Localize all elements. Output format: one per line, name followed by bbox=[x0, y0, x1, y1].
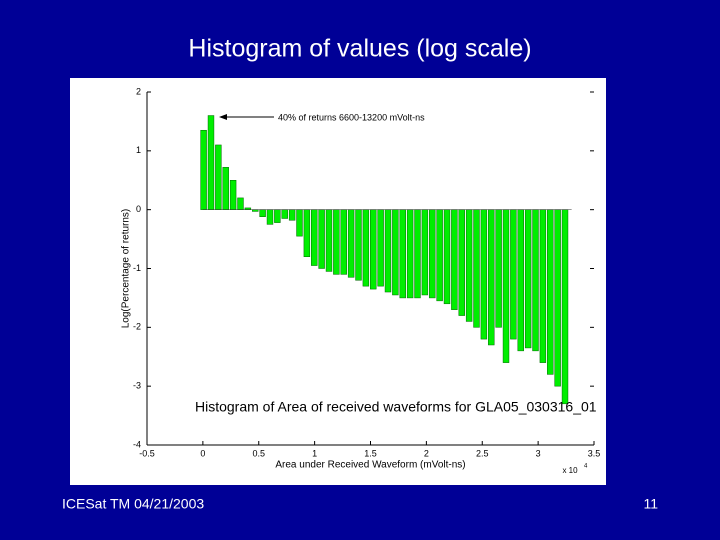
x-tick-label: 0 bbox=[200, 448, 205, 458]
bar bbox=[259, 209, 266, 217]
bar bbox=[406, 209, 414, 299]
annotation-arrowhead bbox=[219, 114, 227, 120]
bar bbox=[318, 209, 325, 269]
bar bbox=[421, 209, 429, 296]
bar bbox=[539, 209, 547, 363]
bar bbox=[229, 180, 237, 210]
x-tick-label: 1 bbox=[312, 448, 317, 458]
plot-panel bbox=[70, 78, 606, 485]
x-tick-label: 2 bbox=[424, 448, 429, 458]
slide-title: Histogram of values (log scale) bbox=[188, 35, 531, 63]
bar bbox=[488, 209, 495, 346]
y-tick-label: 1 bbox=[136, 145, 141, 155]
bar bbox=[554, 209, 561, 387]
bar bbox=[399, 209, 406, 299]
x-axis-label: Area under Received Waveform (mVolt-ns) bbox=[275, 460, 465, 471]
x-tick-label: 2.5 bbox=[476, 448, 489, 458]
bar bbox=[266, 209, 274, 225]
bar bbox=[392, 209, 399, 296]
bar bbox=[465, 209, 473, 322]
bar bbox=[340, 209, 347, 275]
bar bbox=[281, 209, 288, 219]
x-tick-label: 3 bbox=[536, 448, 541, 458]
bar bbox=[252, 209, 259, 212]
bar bbox=[288, 209, 296, 221]
y-tick-label: -3 bbox=[133, 381, 141, 391]
bar bbox=[443, 209, 451, 305]
bar bbox=[244, 207, 252, 210]
bar bbox=[222, 167, 229, 210]
page-number: 11 bbox=[643, 496, 658, 512]
bar bbox=[362, 209, 370, 287]
bar bbox=[532, 209, 539, 352]
bar bbox=[502, 209, 510, 363]
bar bbox=[311, 209, 318, 266]
y-tick-label: 2 bbox=[136, 86, 141, 96]
bar bbox=[296, 209, 303, 237]
bar bbox=[377, 209, 384, 287]
bar bbox=[547, 209, 554, 375]
x-tick-label: 1.5 bbox=[364, 448, 377, 458]
bar bbox=[495, 209, 502, 328]
bar bbox=[274, 209, 281, 223]
bar bbox=[207, 115, 215, 210]
bar bbox=[215, 144, 222, 210]
bar bbox=[517, 209, 524, 352]
bar bbox=[414, 209, 421, 299]
y-tick-label: -2 bbox=[133, 322, 141, 332]
bar bbox=[347, 209, 355, 278]
x-tick-label: -0.5 bbox=[139, 448, 155, 458]
bar bbox=[473, 209, 480, 328]
bar bbox=[480, 209, 488, 340]
x-scale-label: x 10 bbox=[562, 466, 578, 475]
bar bbox=[524, 209, 532, 349]
bar bbox=[303, 209, 311, 257]
footer: ICESat TM 04/21/2003 bbox=[62, 496, 204, 512]
bar bbox=[237, 197, 244, 210]
y-tick-label: -1 bbox=[133, 263, 141, 273]
bar bbox=[561, 209, 569, 405]
x-scale-exponent: 4 bbox=[584, 464, 588, 470]
bar bbox=[355, 209, 362, 281]
bar bbox=[325, 209, 333, 272]
bar bbox=[436, 209, 443, 302]
chart: -4 -3 -2 -1 0 1 2 -0.5 0 0.5 1 1.5 2 2.5 3 3.5 Area unde… bbox=[121, 86, 601, 475]
bar bbox=[429, 209, 436, 299]
annotation: 40% of returns 6600-13200 mVolt-ns bbox=[278, 112, 425, 122]
x-tick-label: 3.5 bbox=[588, 448, 601, 458]
x-tick-label: 0.5 bbox=[252, 448, 265, 458]
plot-title: Histogram of Area of received waveforms … bbox=[195, 399, 597, 415]
bar bbox=[200, 129, 207, 210]
y-tick-label: 0 bbox=[136, 204, 141, 214]
bar bbox=[451, 209, 458, 310]
bar bbox=[370, 209, 377, 290]
bar bbox=[384, 209, 392, 293]
bar bbox=[458, 209, 465, 316]
y-axis-label: Log(Percentage of returns) bbox=[121, 209, 132, 329]
bar bbox=[333, 209, 340, 275]
bar bbox=[510, 209, 517, 340]
y-tick-label: -4 bbox=[133, 439, 141, 449]
